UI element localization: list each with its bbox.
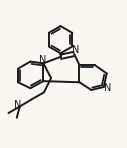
Text: N: N (14, 100, 21, 110)
Text: N: N (39, 55, 46, 65)
Text: N: N (72, 45, 79, 55)
Text: N: N (104, 83, 112, 93)
